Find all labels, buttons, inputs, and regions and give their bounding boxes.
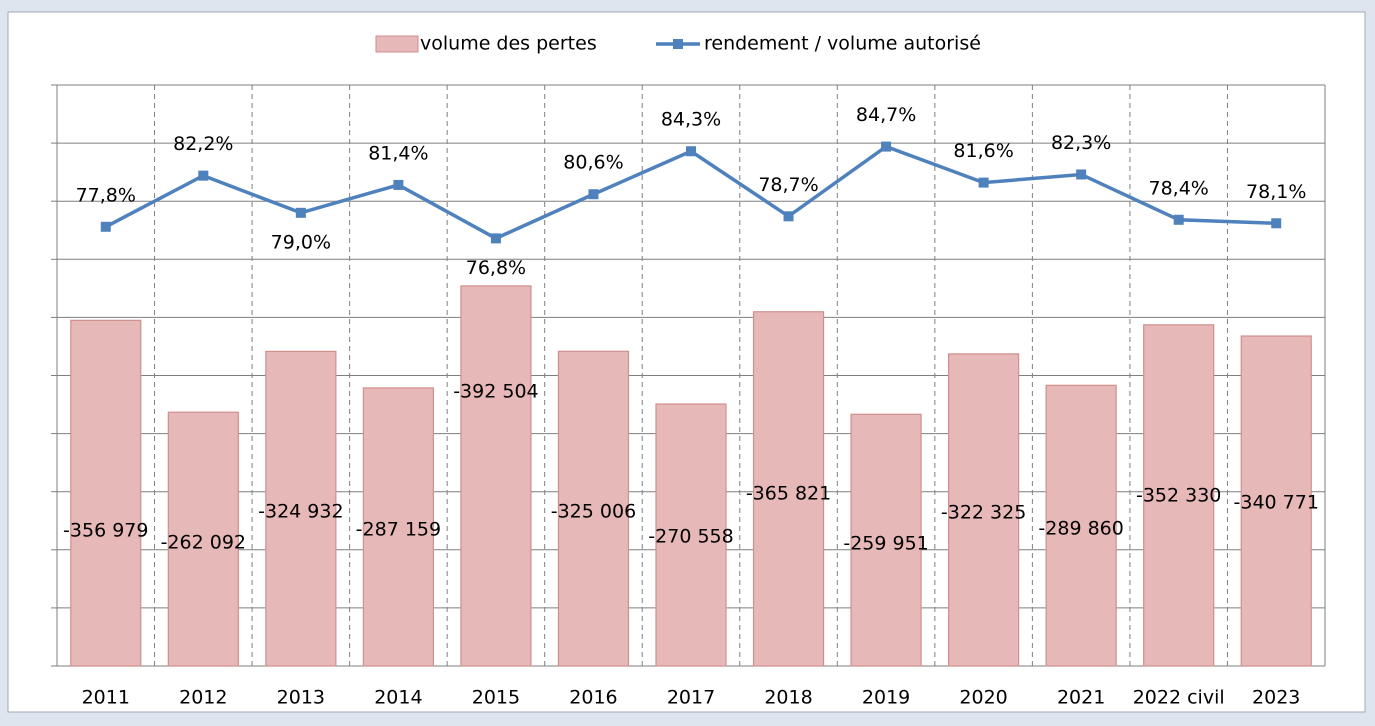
bar xyxy=(167,411,239,667)
bar xyxy=(1045,384,1117,667)
line-marker xyxy=(295,207,306,218)
data-label: 78,1% xyxy=(1246,181,1306,203)
x-tick-label: 2012 xyxy=(179,687,227,709)
data-label: -340 771 xyxy=(1234,492,1319,514)
data-label: -289 860 xyxy=(1038,518,1123,540)
line-marker xyxy=(783,211,794,222)
data-label: 84,7% xyxy=(856,104,916,126)
bar xyxy=(850,413,922,667)
data-label: -322 325 xyxy=(941,502,1026,524)
line-marker xyxy=(978,177,989,188)
line-marker xyxy=(881,141,892,152)
x-tick-label: 2019 xyxy=(862,687,910,709)
legend-swatch xyxy=(375,35,419,53)
legend-swatch-marker xyxy=(673,39,683,49)
data-label: 82,2% xyxy=(173,133,233,155)
data-label: -259 951 xyxy=(843,533,928,555)
x-tick-label: 2023 xyxy=(1252,687,1300,709)
data-label: -324 932 xyxy=(258,501,343,523)
x-tick-label: 2020 xyxy=(959,687,1007,709)
bar xyxy=(1143,324,1215,667)
x-tick-label: 2014 xyxy=(374,687,422,709)
line-marker xyxy=(100,221,111,232)
data-label: 77,8% xyxy=(76,184,136,206)
data-label: -392 504 xyxy=(453,381,538,403)
data-label: 76,8% xyxy=(466,257,526,279)
bar xyxy=(1240,335,1312,667)
data-label: 78,7% xyxy=(758,174,818,196)
x-tick-label: 2018 xyxy=(764,687,812,709)
x-tick-label: 2022 civil xyxy=(1133,687,1225,709)
x-tick-label: 2016 xyxy=(569,687,617,709)
data-label: -262 092 xyxy=(161,532,246,554)
line-marker xyxy=(1076,169,1087,180)
data-label: 81,4% xyxy=(368,142,428,164)
data-label: 84,3% xyxy=(661,109,721,131)
legend-label: rendement / volume autorisé xyxy=(704,33,981,55)
data-label: -325 006 xyxy=(551,501,636,523)
bar xyxy=(557,350,630,667)
line-marker xyxy=(588,189,599,200)
line-marker xyxy=(1173,214,1184,225)
line-marker xyxy=(393,179,404,190)
bar xyxy=(265,350,337,667)
x-tick-label: 2013 xyxy=(277,687,325,709)
bar xyxy=(655,403,727,667)
legend-label: volume des pertes xyxy=(420,33,597,55)
data-label: 82,3% xyxy=(1051,132,1111,154)
line-marker xyxy=(1271,218,1282,229)
line-marker xyxy=(686,146,696,157)
data-label: -356 979 xyxy=(63,520,148,542)
x-tick-label: 2015 xyxy=(472,687,520,709)
x-tick-label: 2017 xyxy=(667,687,715,709)
data-label: -365 821 xyxy=(746,483,831,505)
data-label: 81,6% xyxy=(953,140,1013,162)
x-tick-label: 2021 xyxy=(1057,687,1105,709)
bar xyxy=(752,311,825,667)
data-label: 78,4% xyxy=(1149,177,1209,199)
line-marker xyxy=(490,233,501,244)
bar xyxy=(460,285,532,667)
data-label: -270 558 xyxy=(648,526,733,548)
bar xyxy=(70,319,142,667)
bar xyxy=(948,353,1020,667)
x-tick-label: 2011 xyxy=(82,687,130,709)
line-marker xyxy=(198,170,209,181)
data-label: 79,0% xyxy=(271,231,331,253)
data-label: -352 330 xyxy=(1136,485,1221,507)
data-label: 80,6% xyxy=(563,152,623,174)
data-label: -287 159 xyxy=(356,519,441,541)
bar xyxy=(362,387,434,667)
